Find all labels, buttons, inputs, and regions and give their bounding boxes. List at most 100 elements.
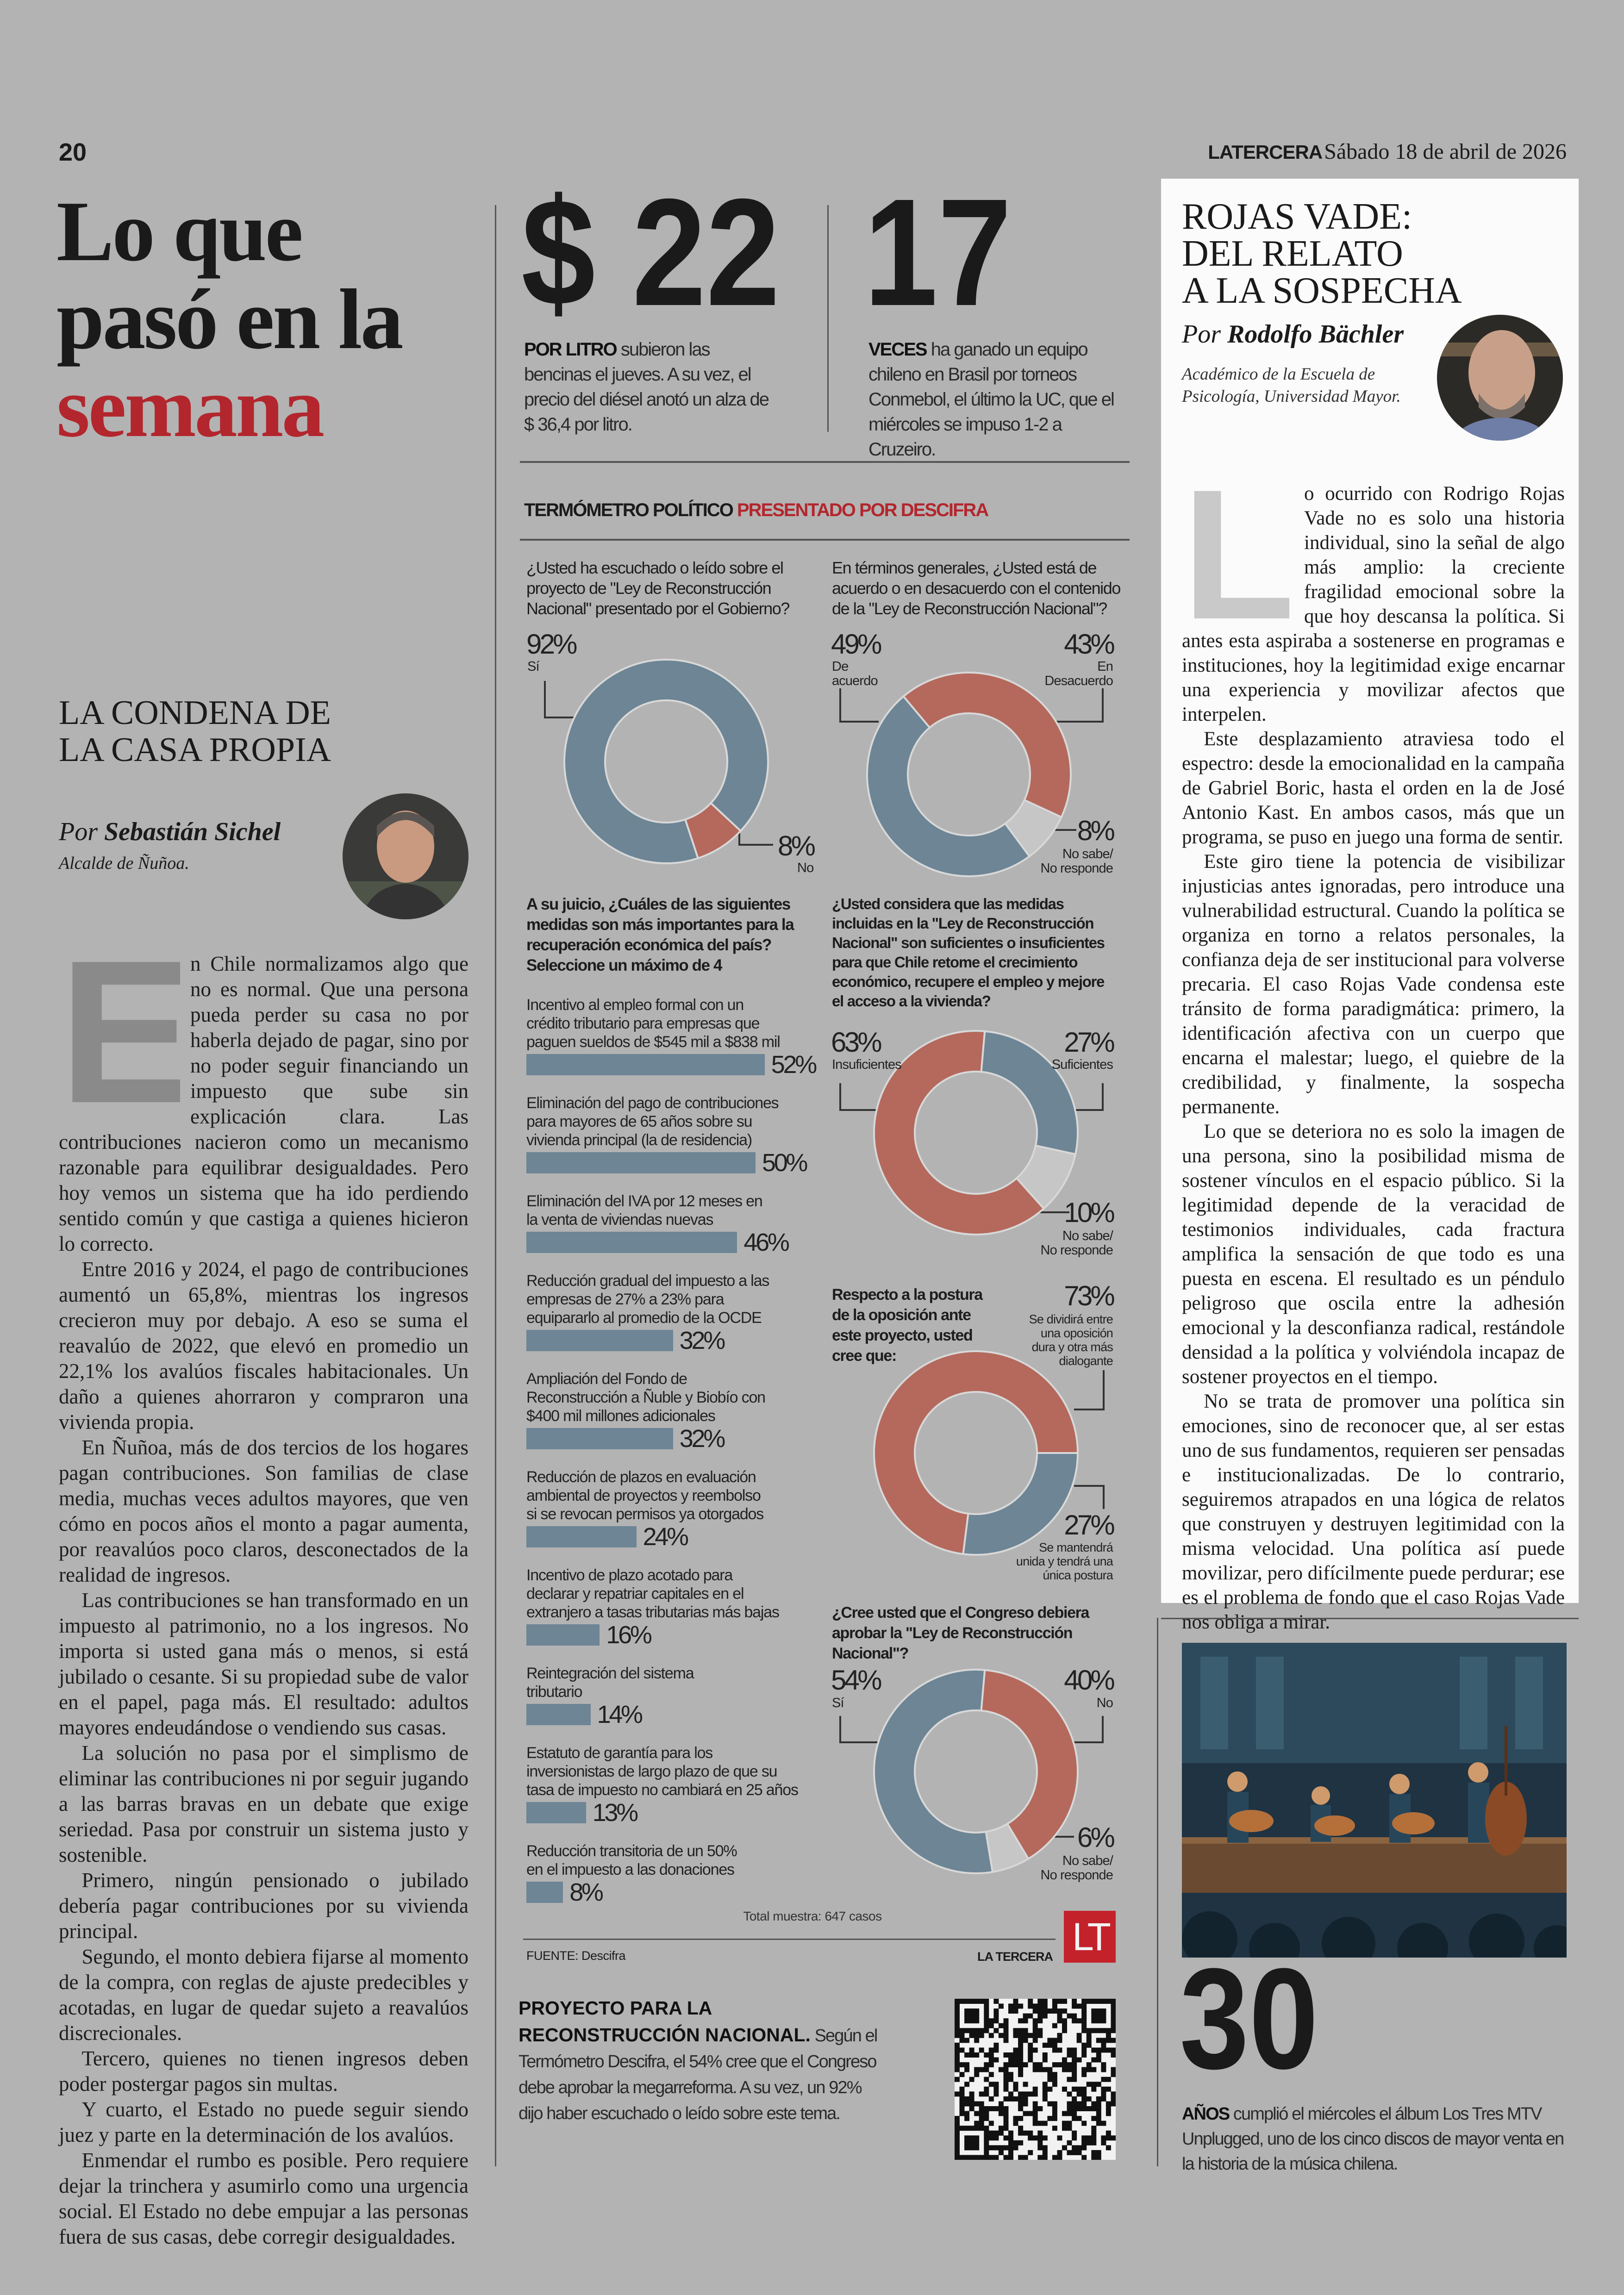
slice-label: No bbox=[1096, 1696, 1113, 1710]
bar bbox=[526, 1882, 563, 1903]
slice-label: No bbox=[797, 861, 814, 875]
donut-slice bbox=[980, 1030, 1079, 1155]
bar-row: 16% bbox=[526, 1621, 823, 1649]
slice-label: No sabe/ No responde bbox=[1040, 1229, 1113, 1258]
author-role: Académico de la Escuela de Psicología, U… bbox=[1182, 365, 1401, 406]
bar bbox=[526, 1232, 737, 1253]
slice-label: Sí bbox=[832, 1696, 844, 1710]
bar-row: 13% bbox=[526, 1799, 823, 1827]
donut-slice bbox=[684, 802, 742, 860]
dropcap: L bbox=[1182, 483, 1294, 622]
bar-item: Incentivo de plazo acotado para declarar… bbox=[526, 1566, 823, 1649]
note-lead: PROYECTO PARA LA RECONSTRUCCIÓN NACIONAL… bbox=[518, 1997, 811, 2046]
chart-question: A su juicio, ¿Cuáles de las siguientes m… bbox=[526, 895, 794, 974]
stat-text: subieron las bencinas el jueves. A su ve… bbox=[524, 339, 769, 435]
slice-label: Se mantendrá unida y tendrá una única po… bbox=[1016, 1540, 1113, 1582]
stat-caption: POR LITRO subieron las bencinas el jueve… bbox=[524, 337, 776, 437]
slice-value: 27% bbox=[1064, 1027, 1115, 1058]
section-title-line: Lo que bbox=[56, 184, 303, 279]
slice-label: No sabe/ No responde bbox=[1040, 1853, 1113, 1883]
paragraph: Las contribuciones se han transformado e… bbox=[59, 1589, 468, 1739]
bar-item: Eliminación del pago de contribuciones p… bbox=[526, 1094, 823, 1177]
section-title: Lo que pasó en la semana bbox=[56, 184, 404, 451]
donut-slice bbox=[563, 659, 769, 864]
paragraphs: n Chile normalizamos algo que no es norm… bbox=[59, 951, 468, 2250]
bar-row: 46% bbox=[526, 1230, 823, 1255]
byline: Por Sebastián Sichel bbox=[59, 817, 281, 847]
stat-caption: VECES ha ganado un equipo chileno en Bra… bbox=[868, 337, 1128, 462]
leader-line bbox=[1074, 1485, 1105, 1509]
bar-row: 32% bbox=[526, 1425, 823, 1453]
divider bbox=[1161, 1618, 1579, 1619]
bar-item: Reintegración del sistema tributario 14% bbox=[526, 1664, 823, 1727]
slice-value: 27% bbox=[1064, 1509, 1115, 1540]
paragraph: Lo que se deteriora no es solo la imagen… bbox=[1182, 1121, 1565, 1388]
dropcap: E bbox=[59, 954, 180, 1111]
bar-value: 8% bbox=[569, 1878, 604, 1906]
donut-slice bbox=[873, 1669, 994, 1875]
slice-value: 10% bbox=[1064, 1197, 1115, 1228]
slice-value: 8% bbox=[1077, 815, 1115, 846]
bar-value: 16% bbox=[606, 1621, 652, 1649]
bar-row: 24% bbox=[526, 1524, 823, 1549]
bar-item: Ampliación del Fondo de Reconstrucción a… bbox=[526, 1370, 823, 1453]
leader-line bbox=[1063, 1716, 1104, 1743]
note-text: Según el Termómetro Descifra, el 54% cre… bbox=[518, 2026, 878, 2123]
bar bbox=[526, 1526, 637, 1547]
byline-prefix: Por bbox=[1182, 320, 1221, 349]
column-divider bbox=[495, 205, 496, 2166]
leader-line bbox=[738, 823, 773, 846]
slice-value: 63% bbox=[831, 1027, 882, 1058]
stat-number: 30 bbox=[1180, 1938, 1319, 2099]
brand-name: LATERCERA bbox=[1208, 141, 1323, 163]
publisher: LA TERCERA bbox=[977, 1950, 1053, 1964]
slice-value: 54% bbox=[831, 1665, 882, 1696]
stat-caption: AÑOS cumplió el miércoles el álbum Los T… bbox=[1182, 2102, 1571, 2177]
la-tercera-logo: LT bbox=[1064, 1911, 1116, 1963]
leader-line bbox=[544, 681, 579, 718]
donut-slice bbox=[902, 672, 1072, 818]
bar-value: 32% bbox=[679, 1425, 725, 1453]
bar-value: 50% bbox=[762, 1149, 808, 1177]
divider bbox=[523, 1939, 1056, 1940]
bar-item: Reducción de plazos en evaluación ambien… bbox=[526, 1468, 823, 1549]
bar-item: Eliminación del IVA por 12 meses en la v… bbox=[526, 1192, 823, 1255]
byline: Por Rodolfo Bächler bbox=[1182, 319, 1404, 349]
donut-slice bbox=[980, 1669, 1079, 1860]
stat-number: $ 22 bbox=[521, 167, 780, 337]
donut-slice bbox=[873, 1350, 1079, 1555]
leader-line bbox=[1063, 1083, 1104, 1111]
bar-value: 32% bbox=[679, 1327, 725, 1354]
paragraph: Entre 2016 y 2024, el pago de contribuci… bbox=[59, 1258, 468, 1434]
column-divider bbox=[1157, 1618, 1158, 2166]
slice-label: No sabe/ No responde bbox=[1040, 847, 1113, 876]
bar-label: Incentivo al empleo formal con un crédit… bbox=[526, 996, 781, 1051]
bar bbox=[526, 1704, 591, 1725]
donut-slice bbox=[962, 1452, 1079, 1556]
slice-value: 92% bbox=[526, 629, 577, 660]
slice-label: Sí bbox=[527, 659, 540, 674]
chart-question: ¿Usted considera que las medidas incluid… bbox=[832, 895, 1105, 1010]
paragraph: La solución no pasa por el simplismo de … bbox=[59, 1741, 468, 1866]
bar-value: 13% bbox=[592, 1799, 638, 1827]
bar-label: Incentivo de plazo acotado para declarar… bbox=[526, 1566, 780, 1621]
leader-line bbox=[839, 688, 879, 723]
bar-row: 52% bbox=[526, 1051, 823, 1079]
byline-prefix: Por bbox=[59, 817, 98, 846]
bar-label: Eliminación del pago de contribuciones p… bbox=[526, 1094, 779, 1149]
bar-value: 52% bbox=[771, 1051, 817, 1079]
leader-line bbox=[839, 1716, 879, 1743]
chart-question: Respecto a la postura de la oposición an… bbox=[832, 1286, 983, 1365]
infographic-title: TERMÓMETRO POLÍTICO PRESENTADO POR DESCI… bbox=[524, 500, 989, 521]
author-photo bbox=[1437, 315, 1563, 441]
donut-slice bbox=[866, 695, 1031, 877]
paragraph: Primero, ningún pensionado o jubilado de… bbox=[59, 1869, 468, 1943]
paragraph: En Ñuñoa, más de dos tercios de los hoga… bbox=[59, 1436, 468, 1586]
infographic-title-text: TERMÓMETRO POLÍTICO bbox=[524, 500, 734, 520]
leader-line bbox=[839, 1083, 893, 1111]
leader-line bbox=[1054, 688, 1104, 723]
sample-size: Total muestra: 647 casos bbox=[743, 1909, 882, 1923]
stat-lead: POR LITRO bbox=[524, 339, 618, 360]
author-name: Sebastián Sichel bbox=[104, 817, 281, 846]
bar bbox=[526, 1330, 673, 1351]
